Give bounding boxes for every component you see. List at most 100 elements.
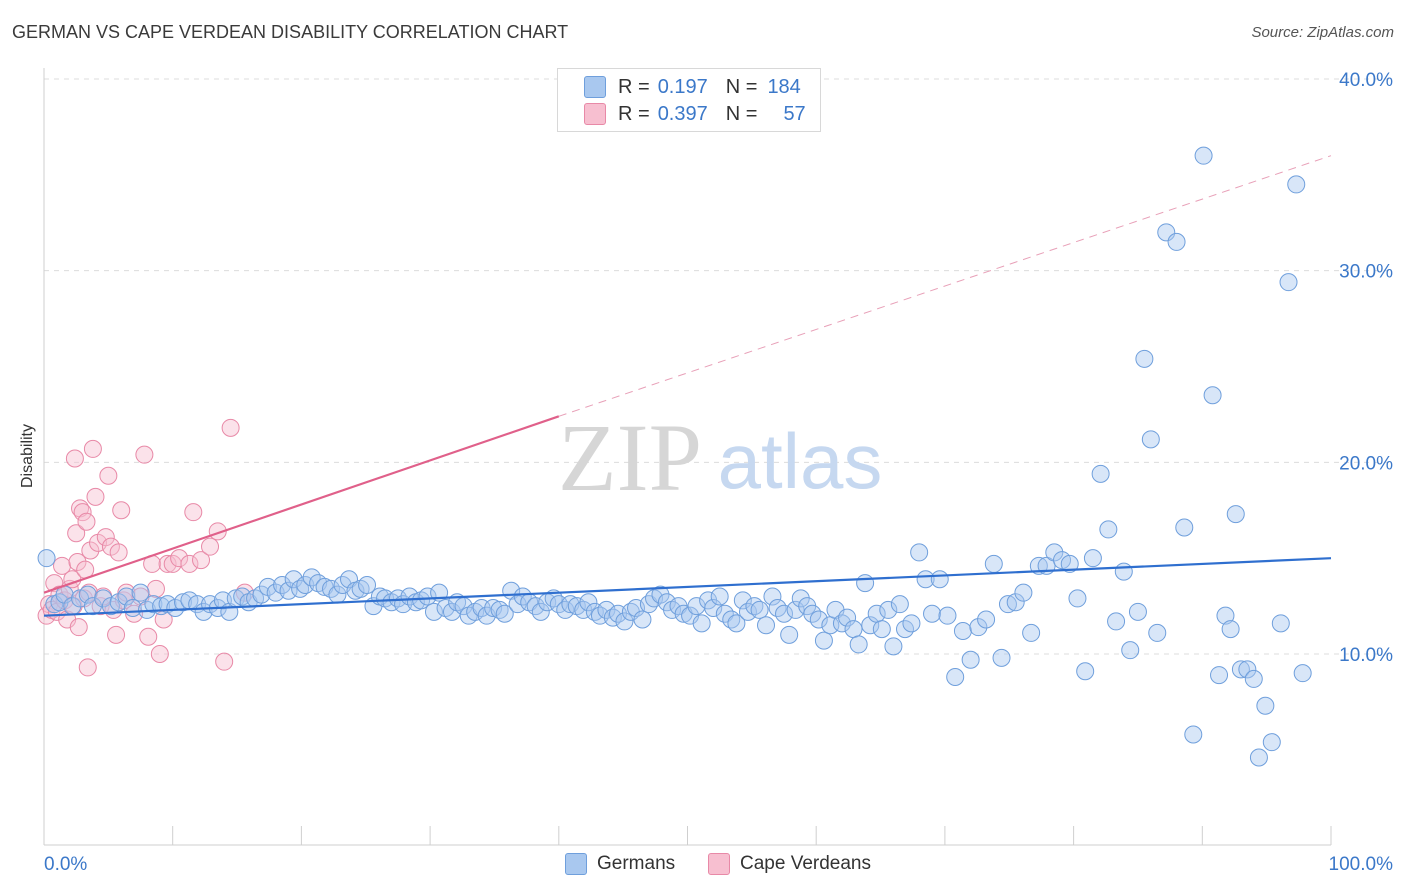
german-point [1068, 589, 1087, 608]
german-point [1271, 614, 1290, 633]
german-point [780, 625, 799, 644]
german-point [1006, 593, 1025, 612]
cape-verdean-point [81, 541, 100, 560]
cape-verdean-point [50, 585, 69, 604]
german-point [923, 604, 942, 623]
german-point [872, 620, 891, 639]
legend-r-label: R = [618, 75, 650, 98]
german-point [1083, 549, 1102, 568]
german-point [131, 583, 150, 602]
german-point [94, 589, 113, 608]
german-point [977, 610, 996, 629]
german-point [902, 614, 921, 633]
german-point [844, 620, 863, 639]
german-point [884, 637, 903, 656]
german-point [1244, 669, 1263, 688]
legend-r-label: R = [618, 102, 650, 125]
german-point [775, 604, 794, 623]
german-point [144, 595, 163, 614]
german-point [1279, 273, 1298, 292]
cape-verdean-point [96, 528, 115, 547]
cape-verdean-point [83, 439, 102, 458]
y-tick-label: 40.0% [1339, 70, 1393, 91]
german-point [838, 608, 857, 627]
german-point [910, 543, 929, 562]
german-point [37, 549, 56, 568]
cape-verdean-point [99, 466, 118, 485]
german-point [279, 581, 298, 600]
german-point [953, 622, 972, 640]
cape-verdean-point [135, 445, 154, 464]
german-point [992, 648, 1011, 667]
legend-swatch-germans [584, 76, 606, 98]
y-tick-label: 30.0% [1339, 262, 1393, 283]
german-point [1175, 518, 1194, 537]
german-point [531, 602, 550, 621]
source-label: Source: ZipAtlas.com [1251, 24, 1394, 41]
german-point [984, 554, 1003, 573]
german-point [961, 650, 980, 669]
y-tick-label: 20.0% [1339, 453, 1393, 474]
german-point [710, 587, 729, 606]
german-point [727, 614, 746, 633]
x-tick-label-min: 0.0% [44, 854, 87, 875]
legend-r-value-cape-verdeans: 0.397 [657, 102, 708, 125]
german-point [1287, 175, 1306, 194]
german-point [173, 593, 192, 612]
german-point [495, 604, 514, 623]
legend-swatch-cape-verdeans [584, 103, 606, 125]
german-point [879, 600, 898, 619]
german-point [1226, 505, 1245, 524]
german-point [556, 600, 575, 619]
cape-verdean-point [77, 512, 96, 531]
cape-verdean-points [37, 418, 254, 677]
german-trend-line [43, 557, 1332, 617]
german-point [1014, 583, 1033, 602]
german-point [890, 595, 909, 614]
bottom-legend-swatch-cape-verdeans [708, 853, 730, 875]
bottom-legend-swatch-germans [565, 853, 587, 875]
german-point [1194, 146, 1213, 165]
german-point [704, 599, 723, 617]
german-point [1045, 543, 1064, 562]
gridlines [44, 78, 1392, 655]
german-point [1203, 386, 1222, 405]
german-point [1099, 520, 1118, 539]
german-point [1128, 602, 1147, 621]
cape-verdean-point [86, 487, 105, 506]
german-point [1141, 430, 1160, 449]
german-point [692, 614, 711, 633]
chart-title: GERMAN VS CAPE VERDEAN DISABILITY CORREL… [12, 22, 569, 42]
watermark: ZIP atlas [558, 404, 882, 511]
german-point [526, 597, 545, 616]
german-point [1249, 748, 1268, 767]
german-point [418, 587, 437, 606]
bottom-legend-germans[interactable]: Germans [565, 852, 675, 876]
legend-row-germans: R = 0.197 N = 184 [584, 75, 801, 99]
cape-verdean-trend-line [43, 415, 560, 594]
legend-n-label: N = [725, 75, 758, 98]
watermark-atlas: atlas [718, 417, 883, 505]
cape-verdean-point [221, 418, 240, 437]
cape-verdean-point [107, 625, 126, 644]
german-point [733, 591, 752, 610]
german-point [1210, 666, 1229, 685]
german-point [814, 631, 833, 650]
cape-verdean-point [139, 627, 158, 646]
german-point [861, 616, 880, 635]
german-point [579, 593, 598, 612]
german-point [786, 600, 805, 619]
german-point [78, 585, 97, 604]
german-point [1262, 733, 1281, 752]
german-point [1184, 725, 1203, 744]
german-point [998, 595, 1017, 614]
cape-verdean-point [112, 501, 131, 520]
german-points [37, 146, 1312, 767]
cape-verdean-point [201, 537, 220, 556]
cape-verdean-point [184, 503, 203, 522]
cape-verdean-point [78, 658, 97, 677]
correlation-legend: R = 0.197 N = 184 R = 0.397 N = 57 [557, 68, 821, 132]
bottom-legend-cape-verdeans[interactable]: Cape Verdeans [708, 852, 871, 876]
cape-verdean-point [180, 554, 199, 573]
